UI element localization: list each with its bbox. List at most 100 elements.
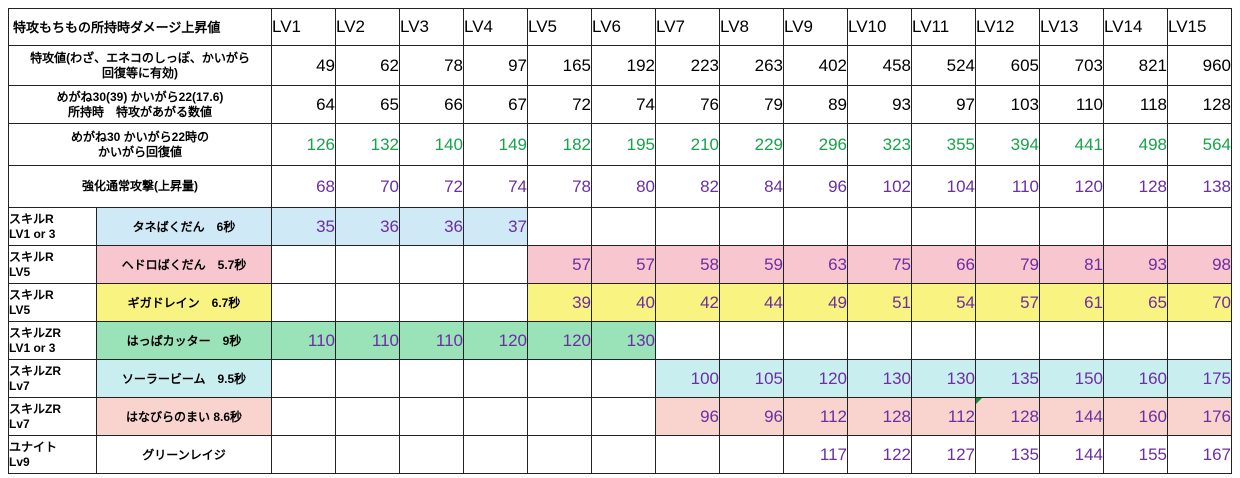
skill-value-cell: 35 (271, 207, 336, 246)
skill-value-cell (591, 435, 656, 474)
level-header-8: LV8 (719, 8, 784, 46)
value-cell: 84 (719, 165, 784, 208)
skill-value-cell (527, 397, 592, 436)
cell-line: めがね30(39) かいがら22(17.6) (56, 89, 224, 104)
level-header-1: LV1 (271, 8, 336, 46)
skill-row: スキルR LV5 ヘドロばくだん 5.7秒 57 57 58 59 63 75 66 79 81 93 9… (8, 245, 1232, 284)
value-cell: 66 (399, 85, 464, 124)
skill-value-cell (1039, 207, 1104, 246)
skill-value-cell (335, 435, 400, 474)
skill-name: ギガドレイン 6.7秒 (96, 283, 272, 322)
skill-value-cell: 135 (975, 359, 1040, 398)
skill-value-cell: 130 (847, 359, 912, 398)
header-row: 特攻もちもの所持時ダメージ上昇値 LV1 LV2 LV3 LV4 LV5 LV6 LV7 LV8… (8, 8, 1232, 46)
level-header-6: LV6 (591, 8, 656, 46)
skill-value-cell (847, 321, 912, 360)
skill-value-cell: 51 (847, 283, 912, 322)
skill-name: はっぱカッター 9秒 (96, 321, 272, 360)
level-header-2: LV2 (335, 8, 400, 46)
value-cell: 210 (655, 123, 720, 166)
cell-line: LV1 or 3 (9, 340, 56, 355)
cell-line: LV1 or 3 (9, 226, 56, 241)
skill-value-cell: 130 (591, 321, 656, 360)
value-cell: 323 (847, 123, 912, 166)
value-cell: 524 (911, 45, 976, 86)
skill-value-cell: 44 (719, 283, 784, 322)
skill-value-cell: 120 (463, 321, 528, 360)
level-header-7: LV7 (655, 8, 720, 46)
skill-value-cell: 144 (1039, 397, 1104, 436)
value-cell: 126 (271, 123, 336, 166)
value-cell: 605 (975, 45, 1040, 86)
value-cell: 182 (527, 123, 592, 166)
skill-name: ヘドロばくだん 5.7秒 (96, 245, 272, 284)
cell-line: ユナイト (9, 439, 58, 454)
skill-value-cell (1167, 207, 1232, 246)
skill-value-cell: 120 (527, 321, 592, 360)
value-cell: 67 (463, 85, 528, 124)
skill-value-cell: 61 (1039, 283, 1104, 322)
value-cell: 65 (335, 85, 400, 124)
skill-value-cell (591, 207, 656, 246)
skill-value-cell: 57 (975, 283, 1040, 322)
value-cell: 72 (399, 165, 464, 208)
skill-value-cell: 40 (591, 283, 656, 322)
cell-line: スキルR (9, 287, 54, 302)
skill-value-cell (463, 397, 528, 436)
stat-row: 特攻値(わざ、エネコのしっぽ、かいがら 回復等に有効) 49 62 78 97 165 192… (8, 45, 1232, 86)
skill-value-cell (655, 207, 720, 246)
value-cell: 118 (1103, 85, 1168, 124)
cell-line: Lv7 (9, 416, 30, 431)
stat-label: めがね30(39) かいがら22(17.6) 所持時 特攻があがる数値 (8, 85, 272, 124)
value-cell: 960 (1167, 45, 1232, 86)
skill-value-cell: 144 (1039, 435, 1104, 474)
skill-value-cell: 120 (783, 359, 848, 398)
skill-value-cell (463, 359, 528, 398)
skill-value-cell: 57 (591, 245, 656, 284)
skill-category: スキルZR Lv7 (8, 359, 97, 398)
skill-value-cell (399, 397, 464, 436)
skill-value-cell (399, 359, 464, 398)
cell-line: LV5 (9, 264, 31, 279)
level-header-5: LV5 (527, 8, 592, 46)
skill-value-cell: 58 (655, 245, 720, 284)
skill-value-cell (847, 207, 912, 246)
cell-line: スキルZR (9, 401, 62, 416)
skill-value-cell: 98 (1167, 245, 1232, 284)
cell-line: Lv9 (9, 454, 30, 469)
value-cell: 80 (591, 165, 656, 208)
value-cell: 138 (1167, 165, 1232, 208)
value-cell: 89 (783, 85, 848, 124)
value-cell: 821 (1103, 45, 1168, 86)
skill-value-cell: 150 (1039, 359, 1104, 398)
value-cell: 128 (1167, 85, 1232, 124)
value-cell: 74 (591, 85, 656, 124)
level-header-13: LV13 (1039, 8, 1104, 46)
skill-value-cell: 112 (911, 397, 976, 436)
stat-label: 特攻値(わざ、エネコのしっぽ、かいがら 回復等に有効) (8, 45, 272, 86)
value-cell: 195 (591, 123, 656, 166)
value-cell: 498 (1103, 123, 1168, 166)
value-cell: 78 (527, 165, 592, 208)
skill-value-cell: 100 (655, 359, 720, 398)
skill-value-cell: 39 (527, 283, 592, 322)
cell-line: スキルR (9, 211, 54, 226)
skill-value-cell: 176 (1167, 397, 1232, 436)
value-cell: 72 (527, 85, 592, 124)
skill-value-cell: 79 (975, 245, 1040, 284)
table-title: 特攻もちもの所持時ダメージ上昇値 (8, 8, 272, 46)
skill-value-cell (1103, 321, 1168, 360)
skill-value-cell (527, 359, 592, 398)
skill-row: スキルZR LV1 or 3 はっぱカッター 9秒 110 110 110 120 120 13… (8, 321, 1232, 360)
value-cell: 394 (975, 123, 1040, 166)
skill-value-cell: 117 (783, 435, 848, 474)
skill-value-cell (591, 397, 656, 436)
value-cell: 49 (271, 45, 336, 86)
skill-value-cell (463, 245, 528, 284)
skill-value-cell: 167 (1167, 435, 1232, 474)
skill-category: スキルZR Lv7 (8, 397, 97, 436)
skill-value-cell: 175 (1167, 359, 1232, 398)
value-cell: 165 (527, 45, 592, 86)
skill-value-cell: 110 (335, 321, 400, 360)
skill-value-cell: 54 (911, 283, 976, 322)
